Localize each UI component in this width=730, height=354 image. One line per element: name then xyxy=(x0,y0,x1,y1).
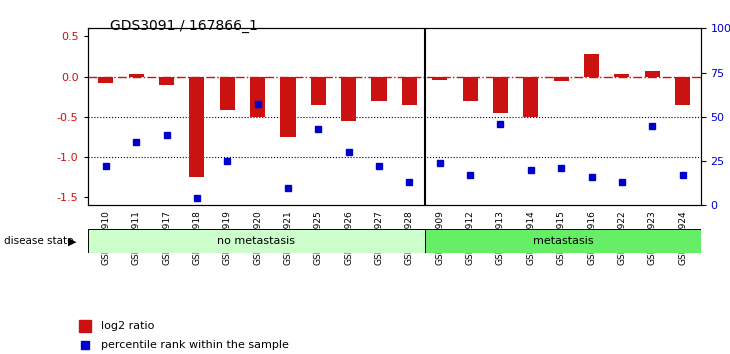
Text: percentile rank within the sample: percentile rank within the sample xyxy=(101,340,288,350)
Bar xyxy=(128,74,144,76)
Bar xyxy=(250,76,265,117)
Bar xyxy=(645,71,660,76)
Bar xyxy=(493,76,508,113)
Text: ▶: ▶ xyxy=(68,236,77,246)
Bar xyxy=(159,76,174,85)
Bar xyxy=(99,76,113,83)
Bar xyxy=(614,74,629,76)
Bar xyxy=(372,76,387,101)
Bar xyxy=(88,229,425,253)
Bar xyxy=(280,76,296,137)
Text: metastasis: metastasis xyxy=(532,236,593,246)
Bar xyxy=(675,76,690,105)
Text: no metastasis: no metastasis xyxy=(218,236,295,246)
Bar xyxy=(425,229,701,253)
Bar xyxy=(402,76,417,105)
Text: disease state: disease state xyxy=(4,236,73,246)
Text: GDS3091 / 167866_1: GDS3091 / 167866_1 xyxy=(110,19,258,34)
Bar xyxy=(341,76,356,121)
Bar xyxy=(220,76,235,110)
Bar xyxy=(432,76,447,80)
Text: log2 ratio: log2 ratio xyxy=(101,321,154,331)
Bar xyxy=(584,54,599,76)
Bar xyxy=(523,76,539,117)
Bar xyxy=(463,76,477,101)
Bar xyxy=(553,76,569,81)
Bar xyxy=(311,76,326,105)
Bar xyxy=(189,76,204,177)
